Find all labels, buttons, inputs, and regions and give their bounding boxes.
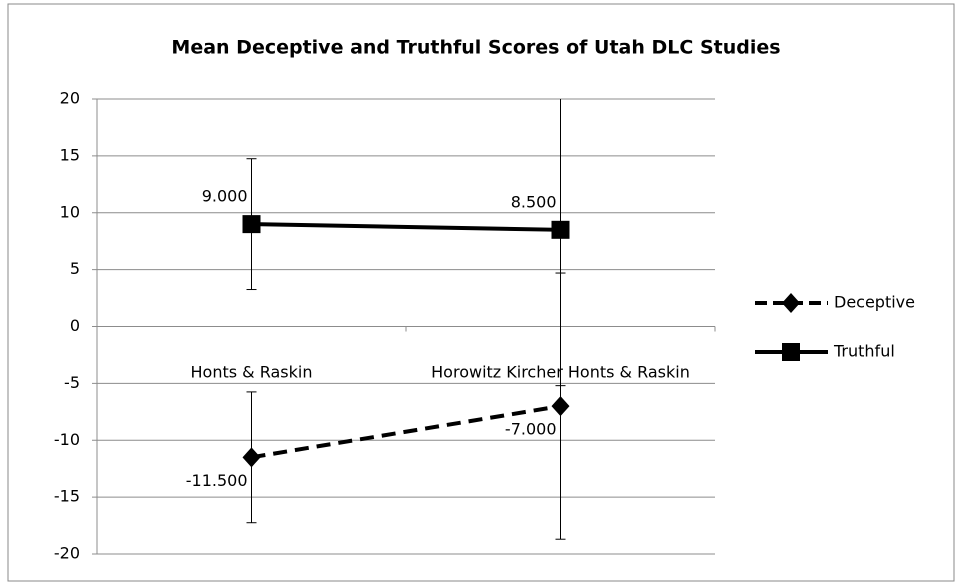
x-tick-label: Honts & Raskin: [191, 362, 313, 381]
data-point: [242, 447, 261, 468]
y-tick-label: -15: [54, 487, 80, 506]
y-tick-label: 20: [60, 89, 80, 108]
data-label: 8.500: [511, 192, 557, 211]
chart-frame: [7, 3, 955, 582]
legend-label: Truthful: [833, 342, 895, 361]
y-tick-label: 0: [70, 316, 80, 335]
y-tick-label: 5: [70, 259, 80, 278]
y-tick-label: 10: [60, 202, 80, 221]
data-label: -7.000: [505, 420, 557, 439]
data-label: 9.000: [202, 187, 248, 206]
y-tick-label: -5: [64, 373, 80, 392]
legend-marker: [782, 343, 800, 361]
y-tick-label: 15: [60, 145, 80, 164]
legend-label: Deceptive: [834, 293, 915, 312]
series-line: [251, 404, 561, 460]
chart-title: Mean Deceptive and Truthful Scores of Ut…: [171, 37, 780, 59]
data-point: [551, 220, 570, 239]
y-tick-label: -20: [54, 544, 80, 563]
data-label: -11.500: [186, 471, 248, 490]
y-tick-label: -10: [54, 430, 80, 449]
series-line: [251, 222, 561, 232]
data-point: [551, 396, 570, 417]
legend-marker: [782, 293, 800, 313]
data-point: [242, 215, 261, 234]
